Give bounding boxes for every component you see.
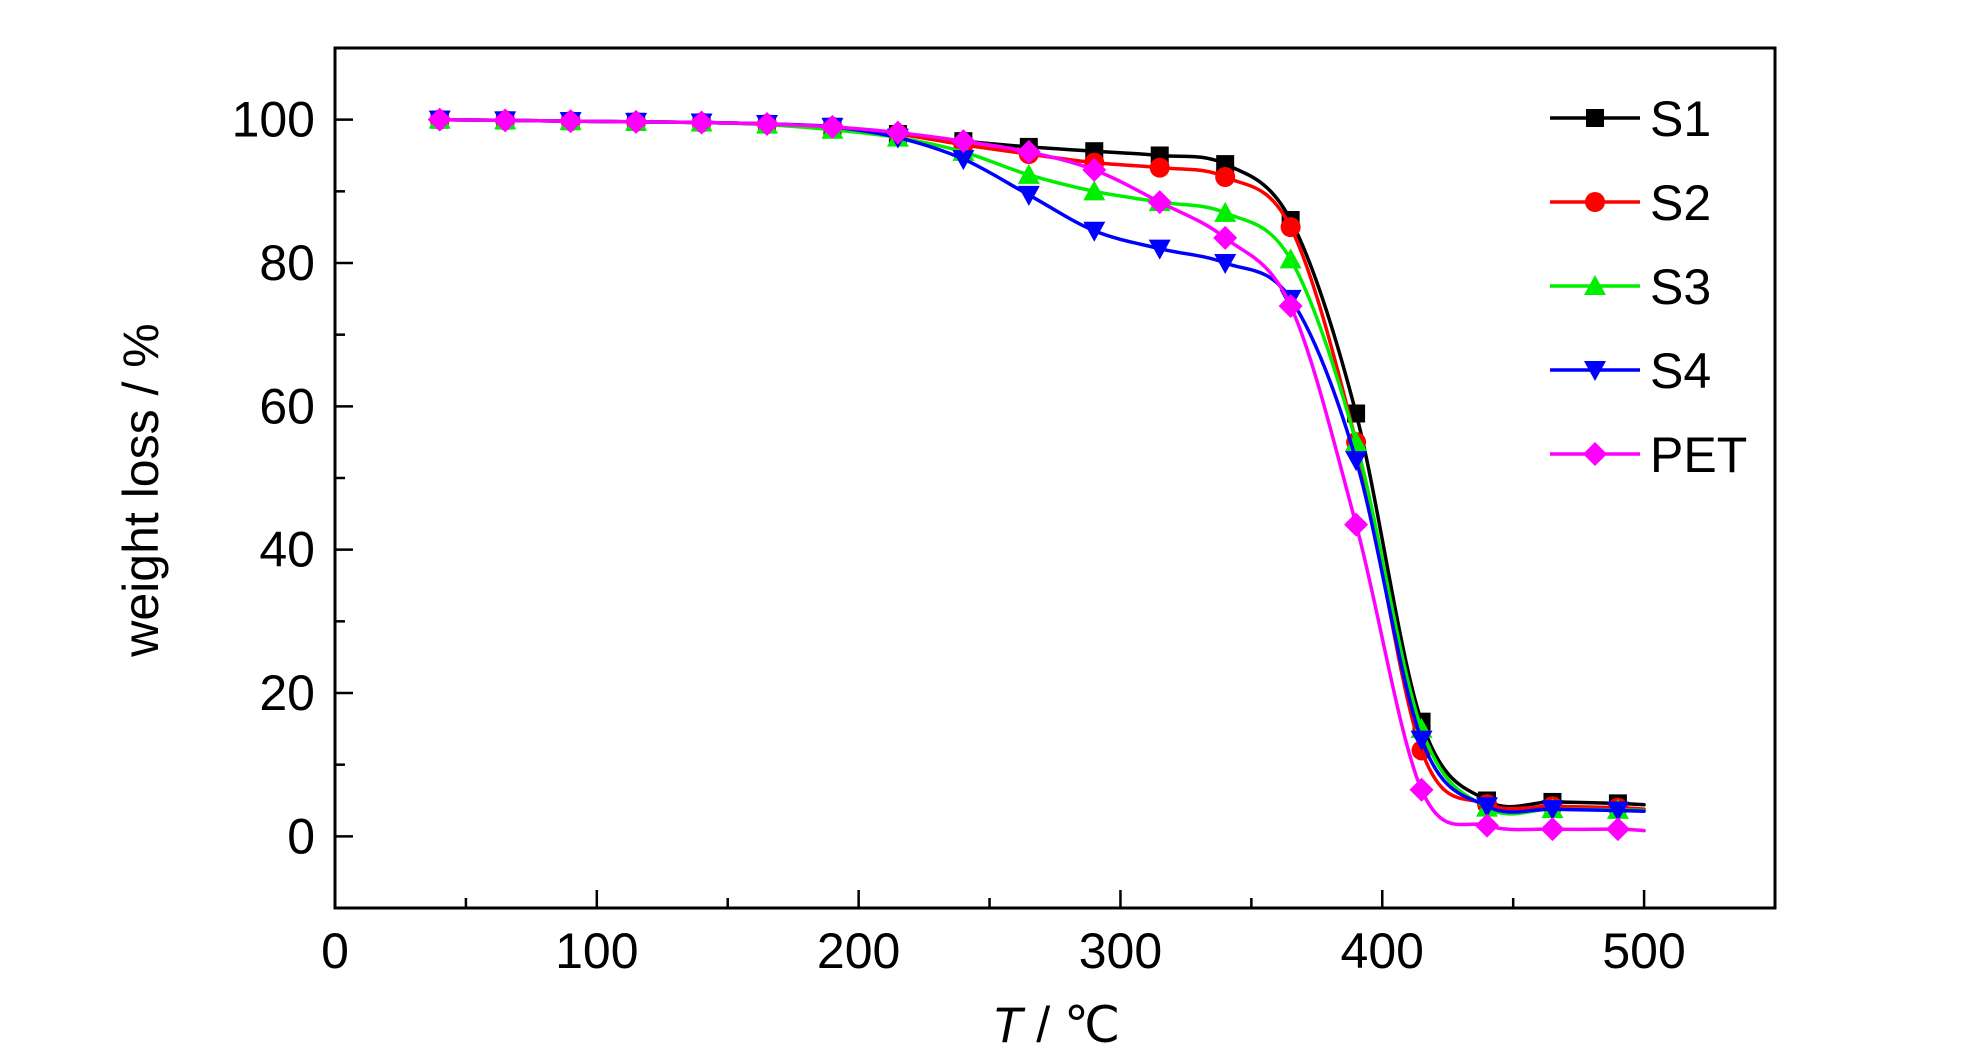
data-point-pet bbox=[1605, 817, 1630, 842]
x-axis-unit: / ℃ bbox=[1022, 997, 1120, 1053]
legend-label: PET bbox=[1650, 427, 1747, 483]
data-point-s4 bbox=[1410, 730, 1433, 751]
series-line-s2 bbox=[437, 117, 1646, 811]
data-point-pet bbox=[820, 114, 845, 139]
y-tick-label: 100 bbox=[232, 92, 315, 148]
series-pet bbox=[427, 107, 1646, 842]
series-line-s3 bbox=[437, 117, 1646, 816]
y-tick-label: 40 bbox=[259, 522, 315, 578]
data-point-s4 bbox=[1345, 451, 1368, 472]
legend-marker bbox=[1583, 442, 1607, 466]
legend-marker bbox=[1586, 109, 1604, 127]
data-point-pet bbox=[885, 120, 910, 145]
data-point-s2 bbox=[1149, 157, 1170, 178]
y-tick-label: 80 bbox=[259, 235, 315, 291]
data-point-s4 bbox=[1541, 800, 1564, 821]
data-point-pet bbox=[1147, 190, 1172, 215]
legend-marker bbox=[1584, 361, 1606, 381]
legend-entry-s4: S4 bbox=[1550, 343, 1711, 399]
data-point-pet bbox=[624, 109, 649, 134]
data-point-s3 bbox=[1083, 180, 1106, 201]
data-point-s4 bbox=[1214, 254, 1237, 274]
x-tick-label: 0 bbox=[321, 923, 349, 979]
data-point-pet bbox=[1213, 225, 1238, 250]
series-s2 bbox=[429, 109, 1646, 818]
data-point-s4 bbox=[1148, 239, 1171, 260]
data-point-s4 bbox=[952, 150, 975, 171]
series-line-s1 bbox=[437, 117, 1646, 809]
legend-label: S2 bbox=[1650, 175, 1711, 231]
plot-frame bbox=[333, 46, 1777, 910]
legend-marker bbox=[1585, 192, 1605, 212]
y-tick-label: 0 bbox=[287, 808, 315, 864]
axes: 0 100 200 300 400 500 0 20 40 60 80 100 bbox=[232, 46, 1777, 979]
series-layer bbox=[427, 107, 1646, 842]
series-s1 bbox=[430, 110, 1646, 813]
data-point-pet bbox=[1409, 777, 1434, 802]
x-tick-label: 500 bbox=[1602, 923, 1685, 979]
x-axis-title: T / ℃ bbox=[992, 997, 1120, 1053]
data-point-s3 bbox=[1017, 163, 1040, 184]
data-point-s4 bbox=[1476, 797, 1498, 818]
y-axis-title: weight loss / % bbox=[113, 323, 169, 657]
series-s4 bbox=[428, 110, 1646, 822]
data-point-pet bbox=[1344, 512, 1369, 537]
series-line-s4 bbox=[437, 117, 1646, 814]
data-point-pet bbox=[427, 107, 452, 132]
legend-label: S3 bbox=[1650, 259, 1711, 315]
data-point-pet bbox=[1082, 157, 1107, 182]
legend-entry-pet: PET bbox=[1550, 427, 1747, 483]
data-point-pet bbox=[1278, 294, 1303, 318]
data-point-pet bbox=[689, 110, 714, 135]
data-point-pet bbox=[755, 111, 779, 136]
legend-label: S1 bbox=[1650, 91, 1711, 147]
data-point-pet bbox=[1475, 813, 1499, 838]
legend-entry-s2: S2 bbox=[1550, 175, 1711, 231]
series-line-pet bbox=[437, 117, 1646, 833]
data-point-pet bbox=[558, 109, 583, 134]
x-tick-label: 200 bbox=[817, 923, 900, 979]
legend: S1 S2 S3 S4 PET bbox=[1550, 91, 1747, 483]
x-axis-variable: T bbox=[992, 997, 1026, 1053]
data-point-pet bbox=[1540, 817, 1565, 842]
data-point-s4 bbox=[1083, 221, 1106, 242]
data-point-pet bbox=[493, 108, 518, 133]
data-point-s4 bbox=[1606, 801, 1629, 822]
legend-entry-s1: S1 bbox=[1550, 91, 1711, 147]
data-point-s3 bbox=[1214, 201, 1237, 222]
y-tick-label: 20 bbox=[259, 665, 315, 721]
data-point-pet bbox=[951, 129, 976, 154]
data-point-pet bbox=[1016, 139, 1041, 164]
data-point-s2 bbox=[1280, 217, 1301, 238]
legend-entry-s3: S3 bbox=[1550, 259, 1711, 315]
series-s3 bbox=[428, 108, 1646, 819]
data-point-s3 bbox=[1279, 248, 1302, 269]
data-point-s2 bbox=[1215, 167, 1236, 187]
legend-label: S4 bbox=[1650, 343, 1711, 399]
x-tick-label: 300 bbox=[1079, 923, 1162, 979]
data-point-s4 bbox=[1017, 185, 1040, 206]
x-tick-label: 400 bbox=[1341, 923, 1424, 979]
legend-marker bbox=[1584, 275, 1606, 295]
y-tick-label: 60 bbox=[259, 378, 315, 434]
x-tick-label: 100 bbox=[555, 923, 638, 979]
